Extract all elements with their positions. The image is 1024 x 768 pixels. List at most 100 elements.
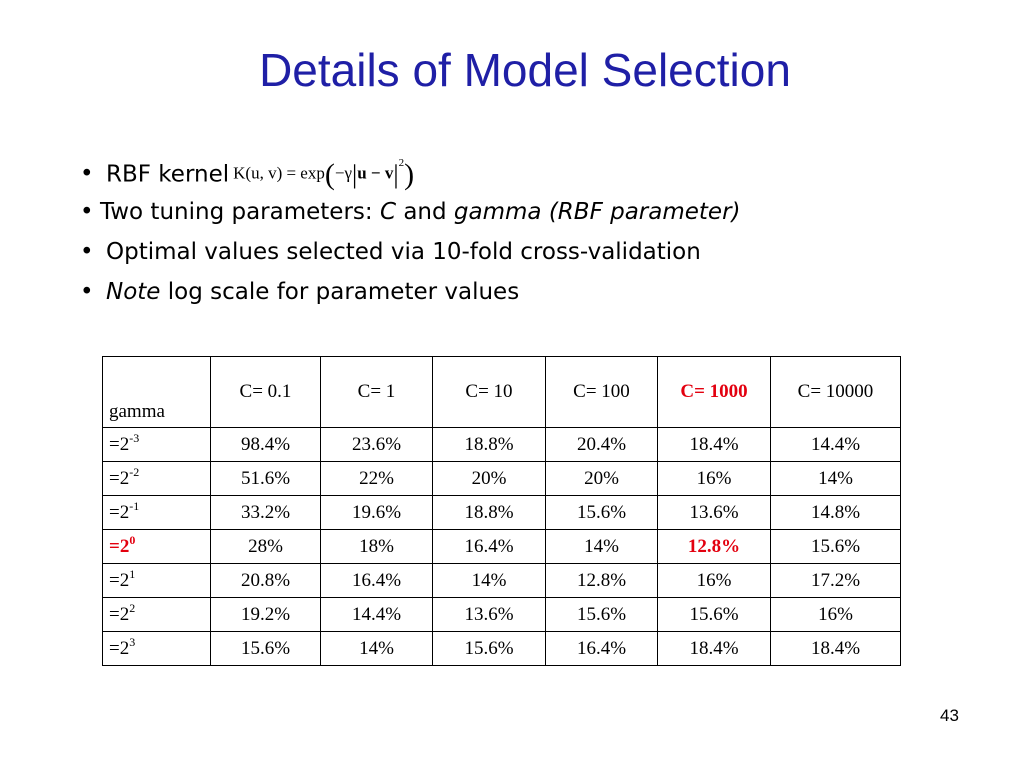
table-header-row: gamma C= 0.1 C= 1 C= 10 C= 100 C= 1000 C= 1000…	[102, 356, 901, 428]
table-cell: 22%	[320, 461, 433, 496]
formula-paren-open: (	[324, 157, 335, 191]
gamma-exponent: -2	[129, 464, 140, 479]
gamma-exponent: -3	[129, 430, 140, 445]
formula-paren-close: )	[404, 157, 415, 191]
table-cell: 28%	[210, 529, 321, 564]
gamma-exponent: -1	[129, 498, 140, 513]
bullet-dot-icon: •	[80, 199, 94, 225]
bullet-list: • RBF kernel K(u, v) = exp(−γ|u − v|2) • Tw…	[80, 152, 741, 312]
table-cell: 18%	[320, 529, 433, 564]
column-header: C= 10	[432, 356, 546, 428]
table-cell: 13.6%	[432, 597, 546, 632]
gamma-base: =2	[109, 501, 130, 523]
table-cell: 23.6%	[320, 427, 433, 462]
formula-norm-close: |	[393, 159, 399, 189]
column-header: C= 1	[320, 356, 433, 428]
bullet-text-c: C	[379, 199, 397, 225]
table-row: =2-3 98.4% 23.6% 18.8% 20.4% 18.4% 14.4%	[102, 427, 901, 462]
table-cell: 18.4%	[770, 631, 901, 666]
table-cell: 17.2%	[770, 563, 901, 598]
table-cell: 13.6%	[657, 495, 771, 530]
table-cell: 20%	[432, 461, 546, 496]
gamma-exponent: 1	[129, 566, 136, 581]
formula-power: 2	[398, 157, 405, 169]
gamma-base: =2	[109, 569, 130, 591]
formula-norm-open: |	[351, 159, 358, 189]
gamma-exponent: 3	[129, 634, 136, 649]
bullet-text-gamma: gamma (RBF parameter)	[453, 199, 741, 225]
column-header: C= 1000	[657, 356, 771, 428]
table-cell: 15.6%	[657, 597, 771, 632]
formula-lhs: K(u, v) = exp	[233, 163, 325, 183]
table-cell: 15.6%	[210, 631, 321, 666]
table-cell: 33.2%	[210, 495, 321, 530]
table-cell: 14%	[770, 461, 901, 496]
gamma-base: =2	[109, 433, 130, 455]
table-cell: 19.6%	[320, 495, 433, 530]
table-cell: 14%	[545, 529, 658, 564]
header-gamma-label: gamma	[102, 356, 211, 428]
bullet-rbf-kernel: • RBF kernel K(u, v) = exp(−γ|u − v|2)	[80, 152, 741, 192]
gamma-base: =2	[109, 467, 130, 489]
column-header: C= 0.1	[210, 356, 321, 428]
table-cell: 15.6%	[770, 529, 901, 564]
formula-neg-gamma: −γ	[334, 163, 352, 183]
gamma-base: =2	[109, 535, 130, 557]
bullet-text-rest: log scale for parameter values	[160, 279, 520, 305]
slide-title-text: Details of Model Selection	[259, 44, 791, 96]
bullet-text: Optimal values selected via 10-fold cros…	[106, 239, 701, 265]
bullet-cross-validation: • Optimal values selected via 10-fold cro…	[80, 232, 741, 272]
bullet-text-note: Note	[106, 279, 161, 305]
page-number: 43	[940, 706, 959, 725]
table-cell: 16.4%	[545, 631, 658, 666]
table-cell: 18.8%	[432, 427, 546, 462]
table-cell: 16%	[657, 563, 771, 598]
table-cell: 20.4%	[545, 427, 658, 462]
table-cell: 14.4%	[770, 427, 901, 462]
bullet-dot-icon: •	[80, 279, 94, 305]
table-row: =20 28% 18% 16.4% 14% 12.8% 15.6%	[102, 529, 901, 564]
formula-norm-content: u − v	[357, 163, 394, 183]
row-header-gamma: =23	[102, 631, 211, 666]
table-cell: 20.8%	[210, 563, 321, 598]
table-cell: 15.6%	[432, 631, 546, 666]
table-cell: 15.6%	[545, 495, 658, 530]
table-cell: 19.2%	[210, 597, 321, 632]
table-cell: 14%	[432, 563, 546, 598]
row-header-gamma: =2-2	[102, 461, 211, 496]
gamma-exponent: 2	[129, 600, 136, 615]
table-row: =23 15.6% 14% 15.6% 16.4% 18.4% 18.4%	[102, 631, 901, 666]
row-header-gamma: =20	[102, 529, 211, 564]
gamma-exponent: 0	[129, 532, 136, 547]
table-cell: 15.6%	[545, 597, 658, 632]
row-header-gamma: =21	[102, 563, 211, 598]
row-header-gamma: =22	[102, 597, 211, 632]
column-header: C= 100	[545, 356, 658, 428]
table-cell: 14.8%	[770, 495, 901, 530]
gamma-base: =2	[109, 637, 130, 659]
table-row: =22 19.2% 14.4% 13.6% 15.6% 15.6% 16%	[102, 597, 901, 632]
table-cell: 98.4%	[210, 427, 321, 462]
table-cell: 18.8%	[432, 495, 546, 530]
table-row: =2-2 51.6% 22% 20% 20% 16% 14%	[102, 461, 901, 496]
table-cell: 16%	[657, 461, 771, 496]
slide-title: Details of Model Selection	[0, 40, 1024, 100]
table-cell: 12.8%	[545, 563, 658, 598]
table-cell: 14.4%	[320, 597, 433, 632]
table-row: =21 20.8% 16.4% 14% 12.8% 16% 17.2%	[102, 563, 901, 598]
table-row: =2-1 33.2% 19.6% 18.8% 15.6% 13.6% 14.8%	[102, 495, 901, 530]
bullet-dot-icon: •	[80, 161, 94, 188]
row-header-gamma: =2-1	[102, 495, 211, 530]
table-cell: 14%	[320, 631, 433, 666]
gamma-base: =2	[109, 603, 130, 625]
rbf-kernel-formula: K(u, v) = exp(−γ|u − v|2)	[233, 149, 414, 195]
bullet-dot-icon: •	[80, 239, 94, 265]
table-cell: 16.4%	[320, 563, 433, 598]
table-cell: 20%	[545, 461, 658, 496]
table-cell: 51.6%	[210, 461, 321, 496]
table-cell: 18.4%	[657, 631, 771, 666]
row-header-gamma: =2-3	[102, 427, 211, 462]
bullet-log-scale-note: • Note log scale for parameter values	[80, 272, 741, 312]
column-header: C= 10000	[770, 356, 901, 428]
bullet-text: RBF kernel	[106, 161, 230, 188]
